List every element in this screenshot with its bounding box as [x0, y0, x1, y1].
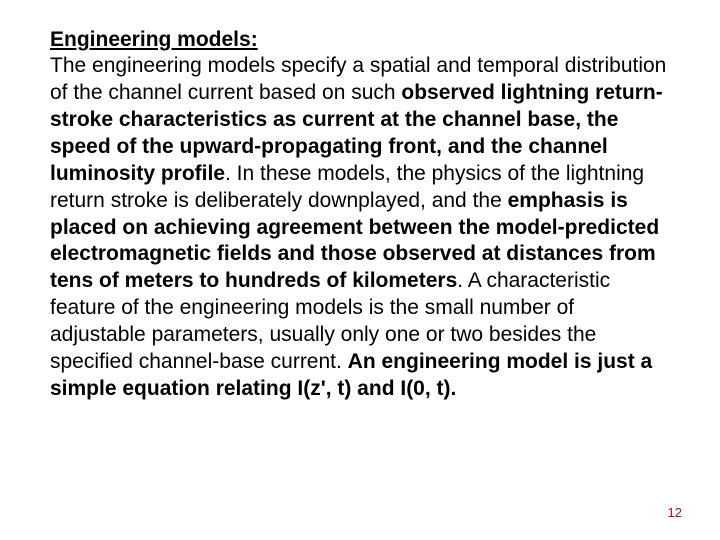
page-number: 12	[668, 505, 682, 520]
slide: Engineering models: The engineering mode…	[0, 0, 720, 540]
slide-heading: Engineering models:	[50, 26, 670, 53]
heading-colon: :	[251, 28, 258, 51]
heading-text: Engineering models	[50, 28, 251, 51]
slide-body: The engineering models specify a spatial…	[50, 53, 670, 402]
